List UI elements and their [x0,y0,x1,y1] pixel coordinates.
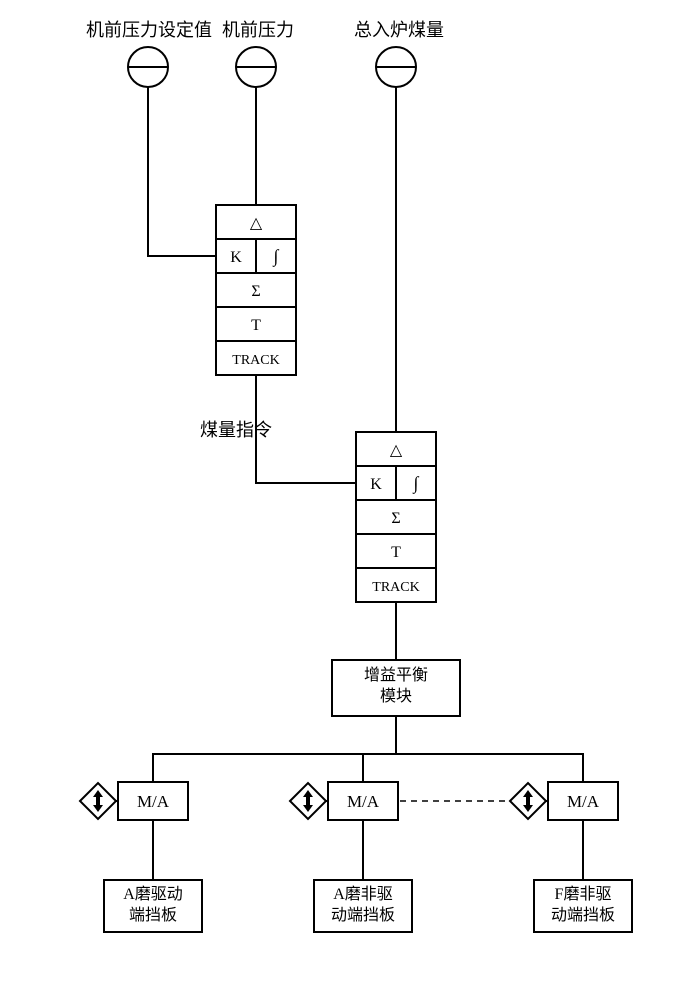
gain-block-label: 增益平衡 模块 [332,666,460,708]
out-label-3: F磨非驱 动端挡板 [534,885,632,927]
wire-gain-to-ma3 [396,754,583,782]
pid2-k: K [370,476,382,493]
pid2-track: TRACK [372,580,419,595]
diagram-canvas: △ K ∫ Σ T TRACK △ K ∫ Σ T TRACK M/A [0,0,688,1000]
pid-block-2: △ K ∫ Σ T TRACK [356,432,436,602]
out-label-2: A磨非驱 动端挡板 [314,885,412,927]
svg-text:M/A: M/A [137,792,170,811]
label-coal: 总入炉煤量 [354,16,444,42]
pid1-t: T [251,317,261,334]
pid1-delta: △ [250,215,263,232]
input-symbol-setpoint [128,47,168,87]
svg-text:M/A: M/A [347,792,380,811]
pid2-t: T [391,544,401,561]
diamond-icon-1 [80,783,116,819]
pid2-sigma: Σ [391,510,400,527]
label-pressure: 机前压力 [222,16,294,42]
wire-setpoint-to-pid1 [148,87,216,256]
svg-text:M/A: M/A [567,792,600,811]
wire-gain-to-ma1 [153,716,396,782]
input-symbol-coal [376,47,416,87]
pid2-delta: △ [390,442,403,459]
pid1-sigma: Σ [251,283,260,300]
label-coal-cmd: 煤量指令 [200,416,272,442]
pid1-track: TRACK [232,353,279,368]
pid-block-1: △ K ∫ Σ T TRACK [216,205,296,375]
input-symbol-pressure [236,47,276,87]
diamond-icon-2 [290,783,326,819]
label-setpoint: 机前压力设定值 [86,16,212,42]
pid1-k: K [230,249,242,266]
diamond-icon-3 [510,783,546,819]
out-label-1: A磨驱动 端挡板 [104,885,202,927]
